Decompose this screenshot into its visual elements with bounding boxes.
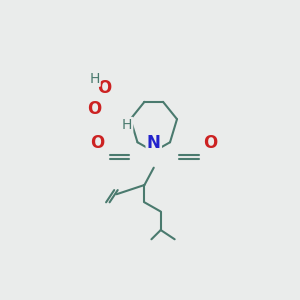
Text: N: N (147, 134, 161, 152)
Text: O: O (90, 134, 104, 152)
Text: O: O (97, 79, 111, 97)
Text: H: H (89, 72, 100, 86)
Text: O: O (87, 100, 102, 118)
Text: H: H (122, 118, 132, 132)
Text: O: O (204, 134, 218, 152)
